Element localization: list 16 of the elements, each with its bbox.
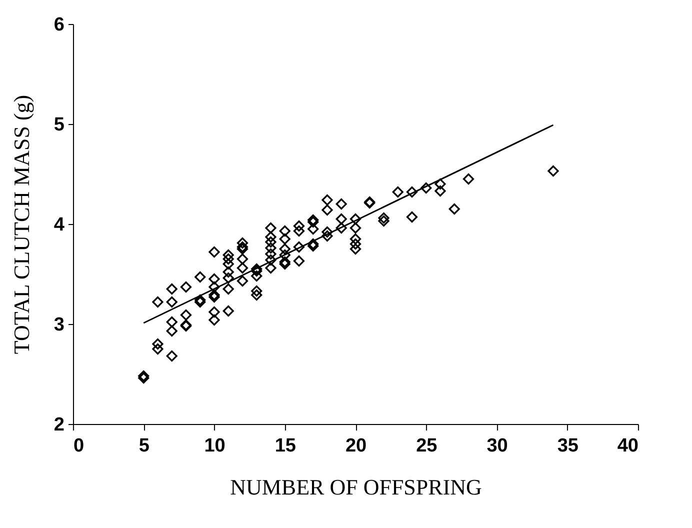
x-axis-title: NUMBER OF OFFSPRING [230, 474, 482, 500]
y-axis-title: TOTAL CLUTCH MASS (g) [8, 94, 34, 354]
x-tick-label: 15 [274, 436, 296, 456]
x-tick-label: 5 [138, 436, 150, 456]
x-tick-label: 35 [557, 436, 579, 456]
x-tick-label: 30 [486, 436, 508, 456]
x-tick-label: 40 [617, 436, 638, 456]
y-tick-label: 2 [54, 414, 64, 436]
x-tick-label: 0 [74, 436, 84, 456]
x-tick-label: 25 [416, 436, 438, 456]
y-tick-label: 4 [54, 214, 65, 236]
y-tick-label: 3 [54, 314, 64, 336]
x-tick-label: 10 [204, 436, 226, 456]
y-tick-label: 5 [54, 114, 65, 136]
y-tick-label: 6 [54, 14, 64, 36]
x-tick-label: 20 [345, 436, 367, 456]
